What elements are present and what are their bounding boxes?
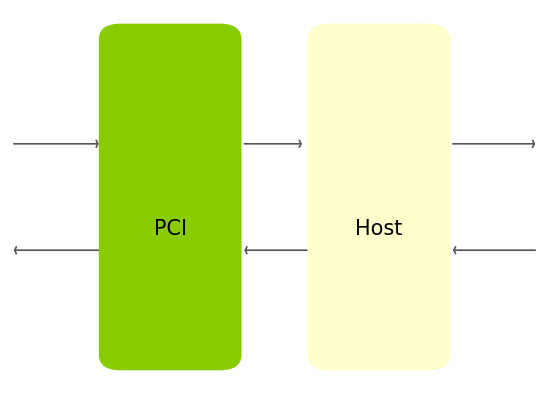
FancyBboxPatch shape <box>307 24 450 370</box>
Text: PCI: PCI <box>154 219 187 238</box>
Text: Host: Host <box>355 219 402 238</box>
FancyBboxPatch shape <box>99 24 242 370</box>
